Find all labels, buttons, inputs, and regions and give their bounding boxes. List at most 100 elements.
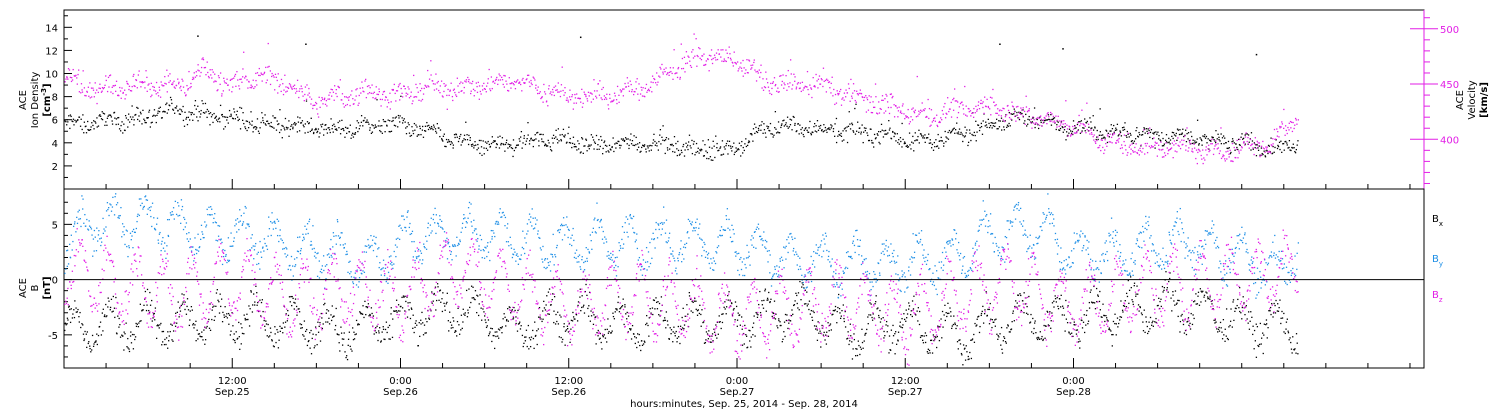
- bottom-scatter-point: [1189, 328, 1192, 330]
- top-scatter-point: [1033, 119, 1035, 121]
- top-scatter-point: [563, 135, 565, 137]
- bottom-scatter-point: [445, 303, 447, 305]
- bottom-scatter-point: [503, 313, 505, 315]
- bottom-scatter-point: [645, 323, 647, 326]
- bottom-scatter-point: [679, 325, 682, 327]
- top-scatter-point: [1000, 115, 1003, 117]
- bottom-scatter-point: [168, 335, 170, 337]
- top-scatter-point: [976, 131, 978, 133]
- bottom-scatter-point: [1034, 320, 1036, 322]
- top-scatter-point: [142, 81, 144, 84]
- bottom-scatter-point: [87, 342, 89, 345]
- top-scatter-point: [1175, 135, 1177, 137]
- top-scatter-point: [795, 86, 798, 88]
- bottom-scatter-point: [858, 344, 860, 347]
- top-scatter-point: [889, 127, 891, 129]
- top-scatter-point: [1250, 132, 1253, 134]
- top-scatter-point: [897, 116, 899, 118]
- top-scatter-point: [233, 111, 236, 113]
- top-scatter-point: [565, 99, 568, 101]
- top-scatter-point: [146, 76, 148, 79]
- top-scatter-point: [789, 118, 791, 120]
- top-scatter-point: [67, 121, 69, 123]
- bottom-scatter-point: [335, 307, 337, 310]
- top-scatter-point: [931, 143, 934, 146]
- top-scatter-point: [997, 128, 999, 130]
- bottom-scatter-point: [78, 315, 80, 318]
- bottom-scatter-point: [1143, 309, 1145, 311]
- top-scatter-point: [1155, 131, 1157, 133]
- top-scatter-point: [808, 127, 810, 129]
- date-tick-label: Sep.26: [551, 387, 586, 398]
- bottom-scatter-point: [817, 321, 819, 323]
- top-scatter-point: [601, 153, 604, 155]
- bottom-scatter-point: [695, 300, 697, 302]
- bottom-scatter-point: [486, 325, 488, 327]
- top-scatter-point: [891, 97, 893, 99]
- top-scatter-point: [909, 144, 911, 146]
- bottom-scatter-point: [676, 337, 678, 339]
- top-scatter-point: [245, 75, 247, 78]
- top-scatter-point: [996, 118, 998, 120]
- top-scatter-point: [1188, 139, 1191, 142]
- top-scatter-point: [510, 87, 512, 89]
- top-scatter-point: [293, 87, 295, 90]
- top-scatter-point: [199, 116, 201, 118]
- top-scatter-point: [148, 111, 150, 113]
- top-scatter-point: [1267, 144, 1270, 147]
- top-scatter-point: [654, 82, 657, 84]
- bottom-scatter-point: [1108, 327, 1110, 329]
- top-scatter-point: [1212, 136, 1214, 139]
- bottom-scatter-point: [135, 322, 137, 325]
- top-scatter-point: [870, 96, 872, 98]
- bottom-scatter-point: [557, 323, 560, 325]
- top-scatter-point: [964, 135, 967, 137]
- top-scatter-point: [535, 138, 537, 140]
- top-scatter-point: [252, 127, 255, 129]
- bottom-scatter-point: [566, 325, 569, 327]
- top-scatter-point: [347, 97, 349, 99]
- top-scatter-point: [879, 107, 881, 110]
- top-scatter-point: [1272, 143, 1274, 145]
- top-scatter-point: [1026, 110, 1029, 113]
- top-scatter-point: [309, 130, 311, 133]
- top-scatter-point: [350, 94, 352, 96]
- bottom-scatter-point: [82, 333, 85, 335]
- top-scatter-point: [1183, 139, 1185, 142]
- top-scatter-point: [887, 132, 889, 134]
- top-scatter-point: [236, 116, 239, 118]
- bottom-scatter-point: [834, 305, 837, 308]
- bottom-scatter-point: [757, 314, 759, 316]
- top-scatter-point: [1231, 141, 1233, 143]
- top-scatter-point: [526, 74, 529, 77]
- top-scatter-point: [834, 135, 836, 137]
- top-scatter-point: [823, 80, 825, 82]
- bottom-scatter-point: [525, 336, 527, 338]
- top-scatter-point: [419, 127, 421, 130]
- top-scatter-point: [762, 89, 765, 91]
- top-scatter-point: [328, 129, 331, 131]
- time-tick-label: 12:00: [554, 376, 583, 387]
- top-scatter-point: [164, 82, 166, 85]
- top-scatter-point: [893, 116, 896, 118]
- top-scatter-point: [1278, 141, 1281, 144]
- top-scatter-point: [365, 78, 367, 81]
- top-scatter-point: [282, 125, 284, 127]
- top-scatter-point: [1099, 108, 1101, 110]
- bottom-scatter-point: [105, 303, 107, 306]
- top-scatter-point: [651, 145, 653, 147]
- top-scatter-point: [446, 108, 448, 110]
- bottom-scatter-point: [256, 304, 258, 306]
- top-scatter-point: [733, 142, 735, 144]
- top-scatter-point: [300, 122, 302, 124]
- bottom-scatter-point: [1222, 318, 1225, 321]
- bottom-scatter-point: [325, 312, 327, 314]
- bottom-scatter-point: [483, 311, 485, 313]
- top-scatter-point: [818, 125, 820, 128]
- top-scatter-point: [1062, 131, 1064, 133]
- top-scatter-point: [389, 120, 391, 122]
- top-scatter-point: [488, 68, 490, 71]
- top-scatter-point: [442, 140, 444, 142]
- top-scatter-point: [665, 67, 667, 69]
- top-scatter-point: [755, 80, 758, 82]
